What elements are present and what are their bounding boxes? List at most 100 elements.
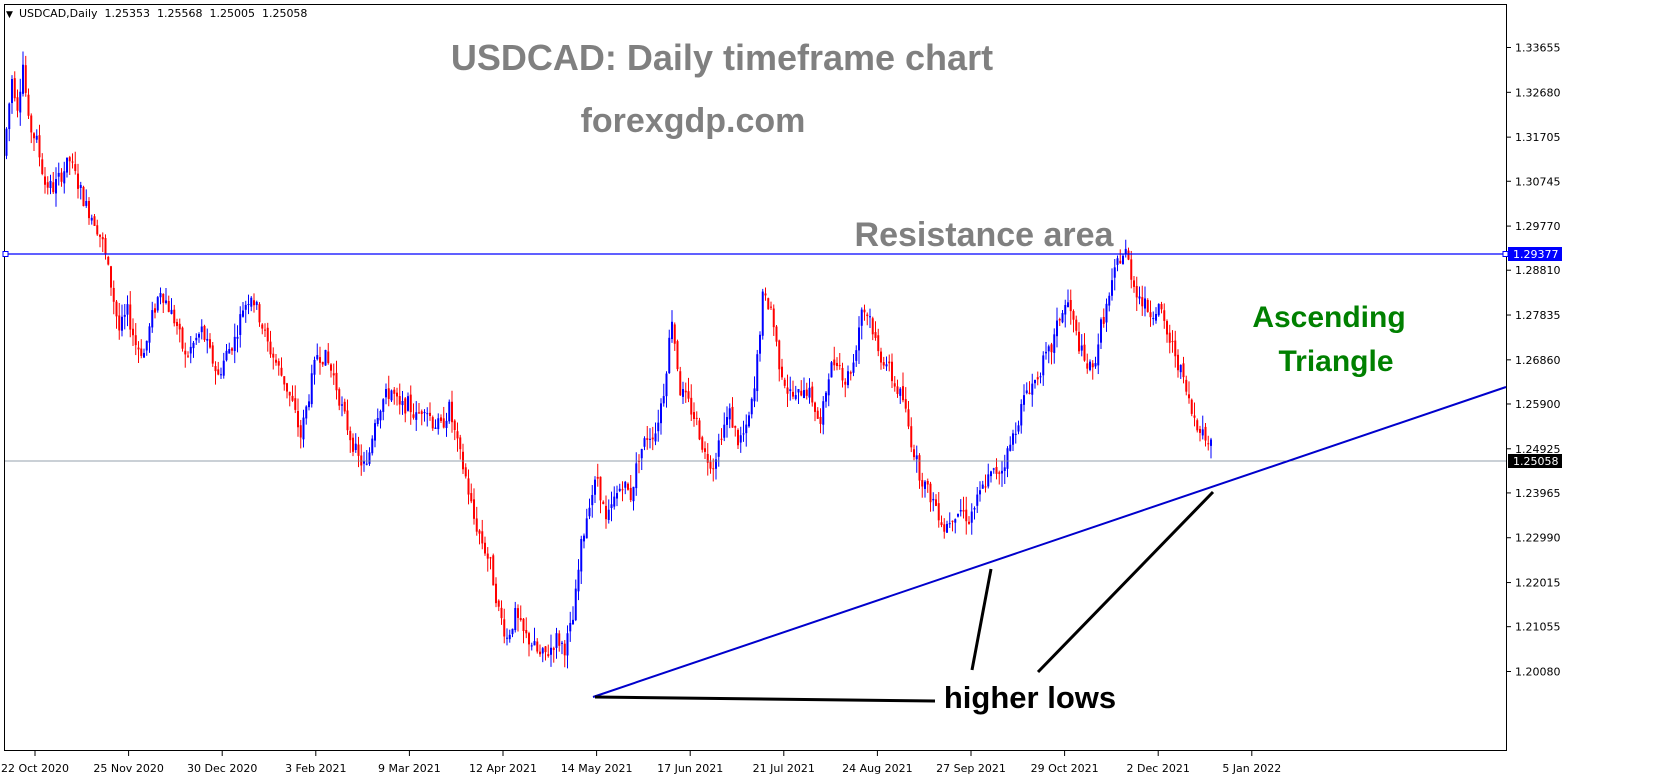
candle-bear <box>1146 299 1149 312</box>
symbol-menu-arrow-icon[interactable]: ▼ <box>6 10 13 20</box>
candle-bull <box>915 455 918 460</box>
candle-bear <box>492 555 495 586</box>
candle-bull <box>566 633 569 656</box>
candle-bull <box>368 452 371 464</box>
candle-bull <box>426 413 429 415</box>
candle-bear <box>162 294 165 303</box>
candle-bull <box>385 389 387 398</box>
candle-bear <box>266 327 269 342</box>
candle-bull <box>682 389 684 397</box>
candle-bear <box>995 467 998 474</box>
candle-bear <box>217 369 220 375</box>
candle-bear <box>412 414 415 418</box>
y-tick-label: 1.33655 <box>1515 42 1561 55</box>
candle-bear <box>525 630 528 634</box>
candle-bear <box>935 499 937 506</box>
candle-bull <box>19 91 22 113</box>
higher-low-pointer-3 <box>1036 490 1215 674</box>
candle-bull <box>228 349 231 354</box>
candle-bear <box>599 476 602 501</box>
candle-bull <box>1003 467 1006 471</box>
candle-bull <box>665 373 668 397</box>
candle-bull <box>255 301 258 306</box>
candle-bull <box>924 481 926 489</box>
candle-bear <box>1204 426 1207 441</box>
candle-bear <box>712 468 715 470</box>
candle-bear <box>484 542 486 554</box>
candle-bull <box>635 463 638 489</box>
x-tick-label: 9 Mar 2021 <box>378 762 441 775</box>
time-axis: 22 Oct 2020 25 Nov 2020 30 Dec 2020 3 Feb 2… <box>1 751 1281 775</box>
chart-title: USDCAD: Daily timeframe chart <box>451 37 993 78</box>
candle-bull <box>822 401 825 425</box>
candle-bear <box>297 410 299 428</box>
resistance-line-handle-left[interactable] <box>2 251 9 257</box>
candle-bull <box>1089 361 1091 370</box>
candle-bear <box>1050 344 1053 353</box>
candle-bear <box>1185 379 1188 392</box>
candle-bull <box>434 427 437 429</box>
candle-bull <box>1138 296 1141 299</box>
candle-bear <box>646 438 649 440</box>
candle-bull <box>247 303 250 305</box>
ascending-trendline[interactable] <box>592 386 1507 698</box>
x-tick-label: 21 Jul 2021 <box>753 762 815 775</box>
candle-bear <box>783 379 786 386</box>
resistance-line-handle-right[interactable] <box>1502 251 1509 257</box>
candle-bull <box>1012 433 1014 445</box>
candle-bear <box>1075 319 1078 331</box>
candle-bear <box>360 455 363 466</box>
candle-bear <box>731 406 734 428</box>
candle-bull <box>574 588 577 621</box>
candle-bull <box>1094 363 1097 367</box>
candle-bear <box>321 361 324 365</box>
candle-bull <box>847 371 849 386</box>
candle-bull <box>717 440 720 457</box>
candle-bull <box>66 157 68 173</box>
candle-bear <box>968 521 970 524</box>
candle-bear <box>1119 260 1122 264</box>
candle-bear <box>335 372 338 391</box>
candle-bull <box>957 513 959 517</box>
candle-bear <box>231 348 233 351</box>
candle-bull <box>948 523 951 525</box>
candle-bear <box>173 309 176 324</box>
candle-bull <box>1053 334 1056 353</box>
candle-bear <box>181 327 184 349</box>
candle-bear <box>786 387 789 394</box>
candle-bull <box>852 362 855 373</box>
candle-bull <box>1108 295 1111 306</box>
candle-bull <box>970 511 973 523</box>
candle-bull <box>5 128 8 156</box>
candle-bear <box>811 386 814 403</box>
candle-bear <box>1072 311 1075 320</box>
candle-bull <box>550 647 552 655</box>
candle-bear <box>1135 285 1138 298</box>
candle-bear <box>52 182 55 193</box>
candle-bull <box>1014 433 1017 436</box>
candle-bull <box>1080 345 1083 351</box>
candle-bear <box>112 287 115 302</box>
candle-bull <box>671 321 673 340</box>
candle-bear <box>621 489 624 491</box>
candle-bull <box>1045 351 1047 354</box>
candle-bear <box>819 416 822 424</box>
candle-bull <box>561 642 563 644</box>
candle-bear <box>74 164 77 171</box>
x-tick-label: 2 Dec 2021 <box>1127 762 1190 775</box>
y-tick-label: 1.23965 <box>1515 487 1561 500</box>
candle-bear <box>88 201 90 219</box>
candle-bull <box>90 217 93 221</box>
candle-bear <box>93 216 96 226</box>
candle-bull <box>591 494 594 506</box>
candle-bear <box>1199 428 1201 433</box>
candle-bear <box>1069 299 1072 312</box>
candle-bull <box>797 389 800 393</box>
candle-bull <box>1201 429 1204 436</box>
candle-bear <box>814 402 816 412</box>
candle-bear <box>330 364 332 371</box>
candle-bear <box>910 426 913 448</box>
candle-bull <box>756 354 759 392</box>
candle-bear <box>1141 297 1144 307</box>
